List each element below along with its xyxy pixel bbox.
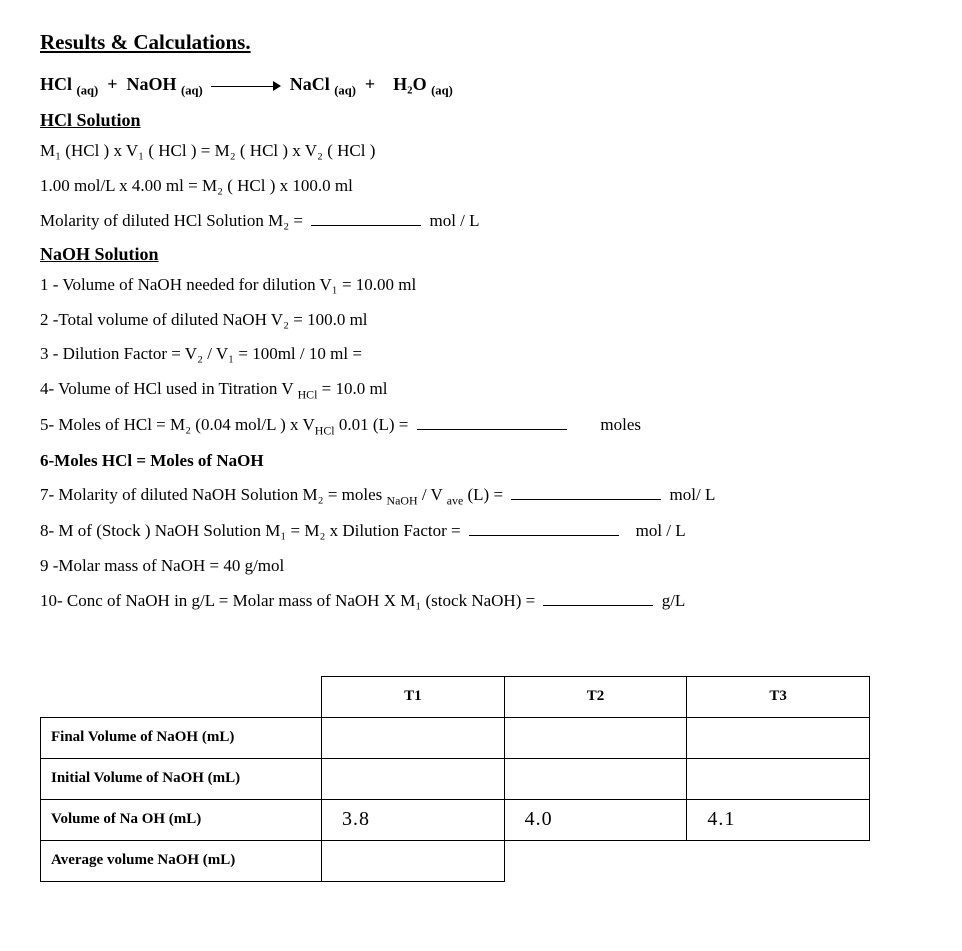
blank-line	[543, 588, 653, 606]
cell	[687, 758, 870, 799]
naoh-l3: 3 - Dilution Factor = V₂ / V₁ = 100ml / …	[40, 340, 922, 369]
empty-cell	[687, 840, 870, 881]
empty-cell	[504, 840, 687, 881]
row-label: Volume of Na OH (mL)	[41, 799, 322, 840]
naoh-l7-pre: 7- Molarity of diluted NaOH Solution M₂ …	[40, 485, 387, 504]
page-title: Results & Calculations.	[40, 30, 922, 55]
naoh-l5-pre: 5- Moles of HCl = M₂ (0.04 mol/L ) x V	[40, 415, 315, 434]
naoh-l5: 5- Moles of HCl = M₂ (0.04 mol/L ) x VHC…	[40, 411, 922, 441]
blank-line	[511, 482, 661, 500]
naoh-l4-post: = 10.0 ml	[317, 379, 387, 398]
eq-nacl: NaCl	[290, 74, 330, 94]
eq-sub: (aq)	[431, 84, 453, 98]
eq-plus: +	[365, 74, 375, 94]
table-row: Final Volume of NaOH (mL)	[41, 717, 870, 758]
blank-line	[417, 412, 567, 430]
table-row: Initial Volume of NaOH (mL)	[41, 758, 870, 799]
eq-sub: (aq)	[334, 84, 356, 98]
titration-table: T1 T2 T3 Final Volume of NaOH (mL) Initi…	[40, 676, 870, 882]
hcl-line1: M₁ (HCl ) x V₁ ( HCl ) = M₂ ( HCl ) x V₂…	[40, 137, 922, 166]
cell-volume-t3: 4.1	[687, 799, 870, 840]
eq-naoh: NaOH	[126, 74, 176, 94]
cell	[504, 758, 687, 799]
naoh-l10-unit: g/L	[662, 591, 686, 610]
table-header-row: T1 T2 T3	[41, 676, 870, 717]
row-label: Average volume NaOH (mL)	[41, 840, 322, 881]
cell	[322, 717, 505, 758]
naoh-l4-sub: HCl	[298, 388, 318, 402]
row-label: Initial Volume of NaOH (mL)	[41, 758, 322, 799]
naoh-l5-mid: 0.01 (L) =	[335, 415, 409, 434]
naoh-l10: 10- Conc of NaOH in g/L = Molar mass of …	[40, 587, 922, 616]
naoh-l8: 8- M of (Stock ) NaOH Solution M₁ = M₂ x…	[40, 517, 922, 546]
eq-sub: (aq)	[77, 84, 99, 98]
naoh-l7-sub2: ave	[447, 494, 464, 508]
eq-plus: +	[107, 74, 117, 94]
col-t1: T1	[322, 676, 505, 717]
cell	[687, 717, 870, 758]
empty-cell	[41, 676, 322, 717]
cell-volume-t2: 4.0	[504, 799, 687, 840]
naoh-solution-heading: NaOH Solution	[40, 244, 922, 265]
chemical-equation: HCl (aq) + NaOH (aq) NaCl (aq) + H₂O (aq…	[40, 69, 922, 102]
naoh-l7-post: (L) =	[463, 485, 503, 504]
naoh-l7-mid: / V	[418, 485, 447, 504]
blank-line	[469, 518, 619, 536]
hcl-line3-pre: Molarity of diluted HCl Solution M₂ =	[40, 211, 303, 230]
naoh-l8-pre: 8- M of (Stock ) NaOH Solution M₁ = M₂ x…	[40, 521, 461, 540]
naoh-l7-sub1: NaOH	[387, 494, 418, 508]
cell	[322, 840, 505, 881]
naoh-l9: 9 -Molar mass of NaOH = 40 g/mol	[40, 552, 922, 581]
col-t3: T3	[687, 676, 870, 717]
blank-line	[311, 208, 421, 226]
naoh-l7-unit: mol/ L	[670, 485, 716, 504]
cell	[322, 758, 505, 799]
hcl-line3: Molarity of diluted HCl Solution M₂ = mo…	[40, 207, 922, 236]
naoh-l7: 7- Molarity of diluted NaOH Solution M₂ …	[40, 481, 922, 511]
hcl-line3-unit: mol / L	[429, 211, 479, 230]
naoh-l4-pre: 4- Volume of HCl used in Titration V	[40, 379, 298, 398]
eq-sub: (aq)	[181, 84, 203, 98]
eq-hcl: HCl	[40, 74, 72, 94]
col-t2: T2	[504, 676, 687, 717]
arrow-icon	[211, 81, 281, 91]
naoh-l6: 6-Moles HCl = Moles of NaOH	[40, 447, 922, 476]
naoh-l10-pre: 10- Conc of NaOH in g/L = Molar mass of …	[40, 591, 535, 610]
naoh-l1: 1 - Volume of NaOH needed for dilution V…	[40, 271, 922, 300]
naoh-l4: 4- Volume of HCl used in Titration V HCl…	[40, 375, 922, 405]
naoh-l2: 2 -Total volume of diluted NaOH V₂ = 100…	[40, 306, 922, 335]
hcl-solution-heading: HCl Solution	[40, 110, 922, 131]
row-label: Final Volume of NaOH (mL)	[41, 717, 322, 758]
hcl-line2: 1.00 mol/L x 4.00 ml = M₂ ( HCl ) x 100.…	[40, 172, 922, 201]
table-row: Volume of Na OH (mL) 3.8 4.0 4.1	[41, 799, 870, 840]
cell-volume-t1: 3.8	[322, 799, 505, 840]
naoh-l5-unit: moles	[600, 415, 641, 434]
eq-h2o: H₂O	[393, 74, 426, 94]
naoh-l8-unit: mol / L	[636, 521, 686, 540]
table-row: Average volume NaOH (mL)	[41, 840, 870, 881]
naoh-l5-sub: HCl	[315, 423, 335, 437]
cell	[504, 717, 687, 758]
